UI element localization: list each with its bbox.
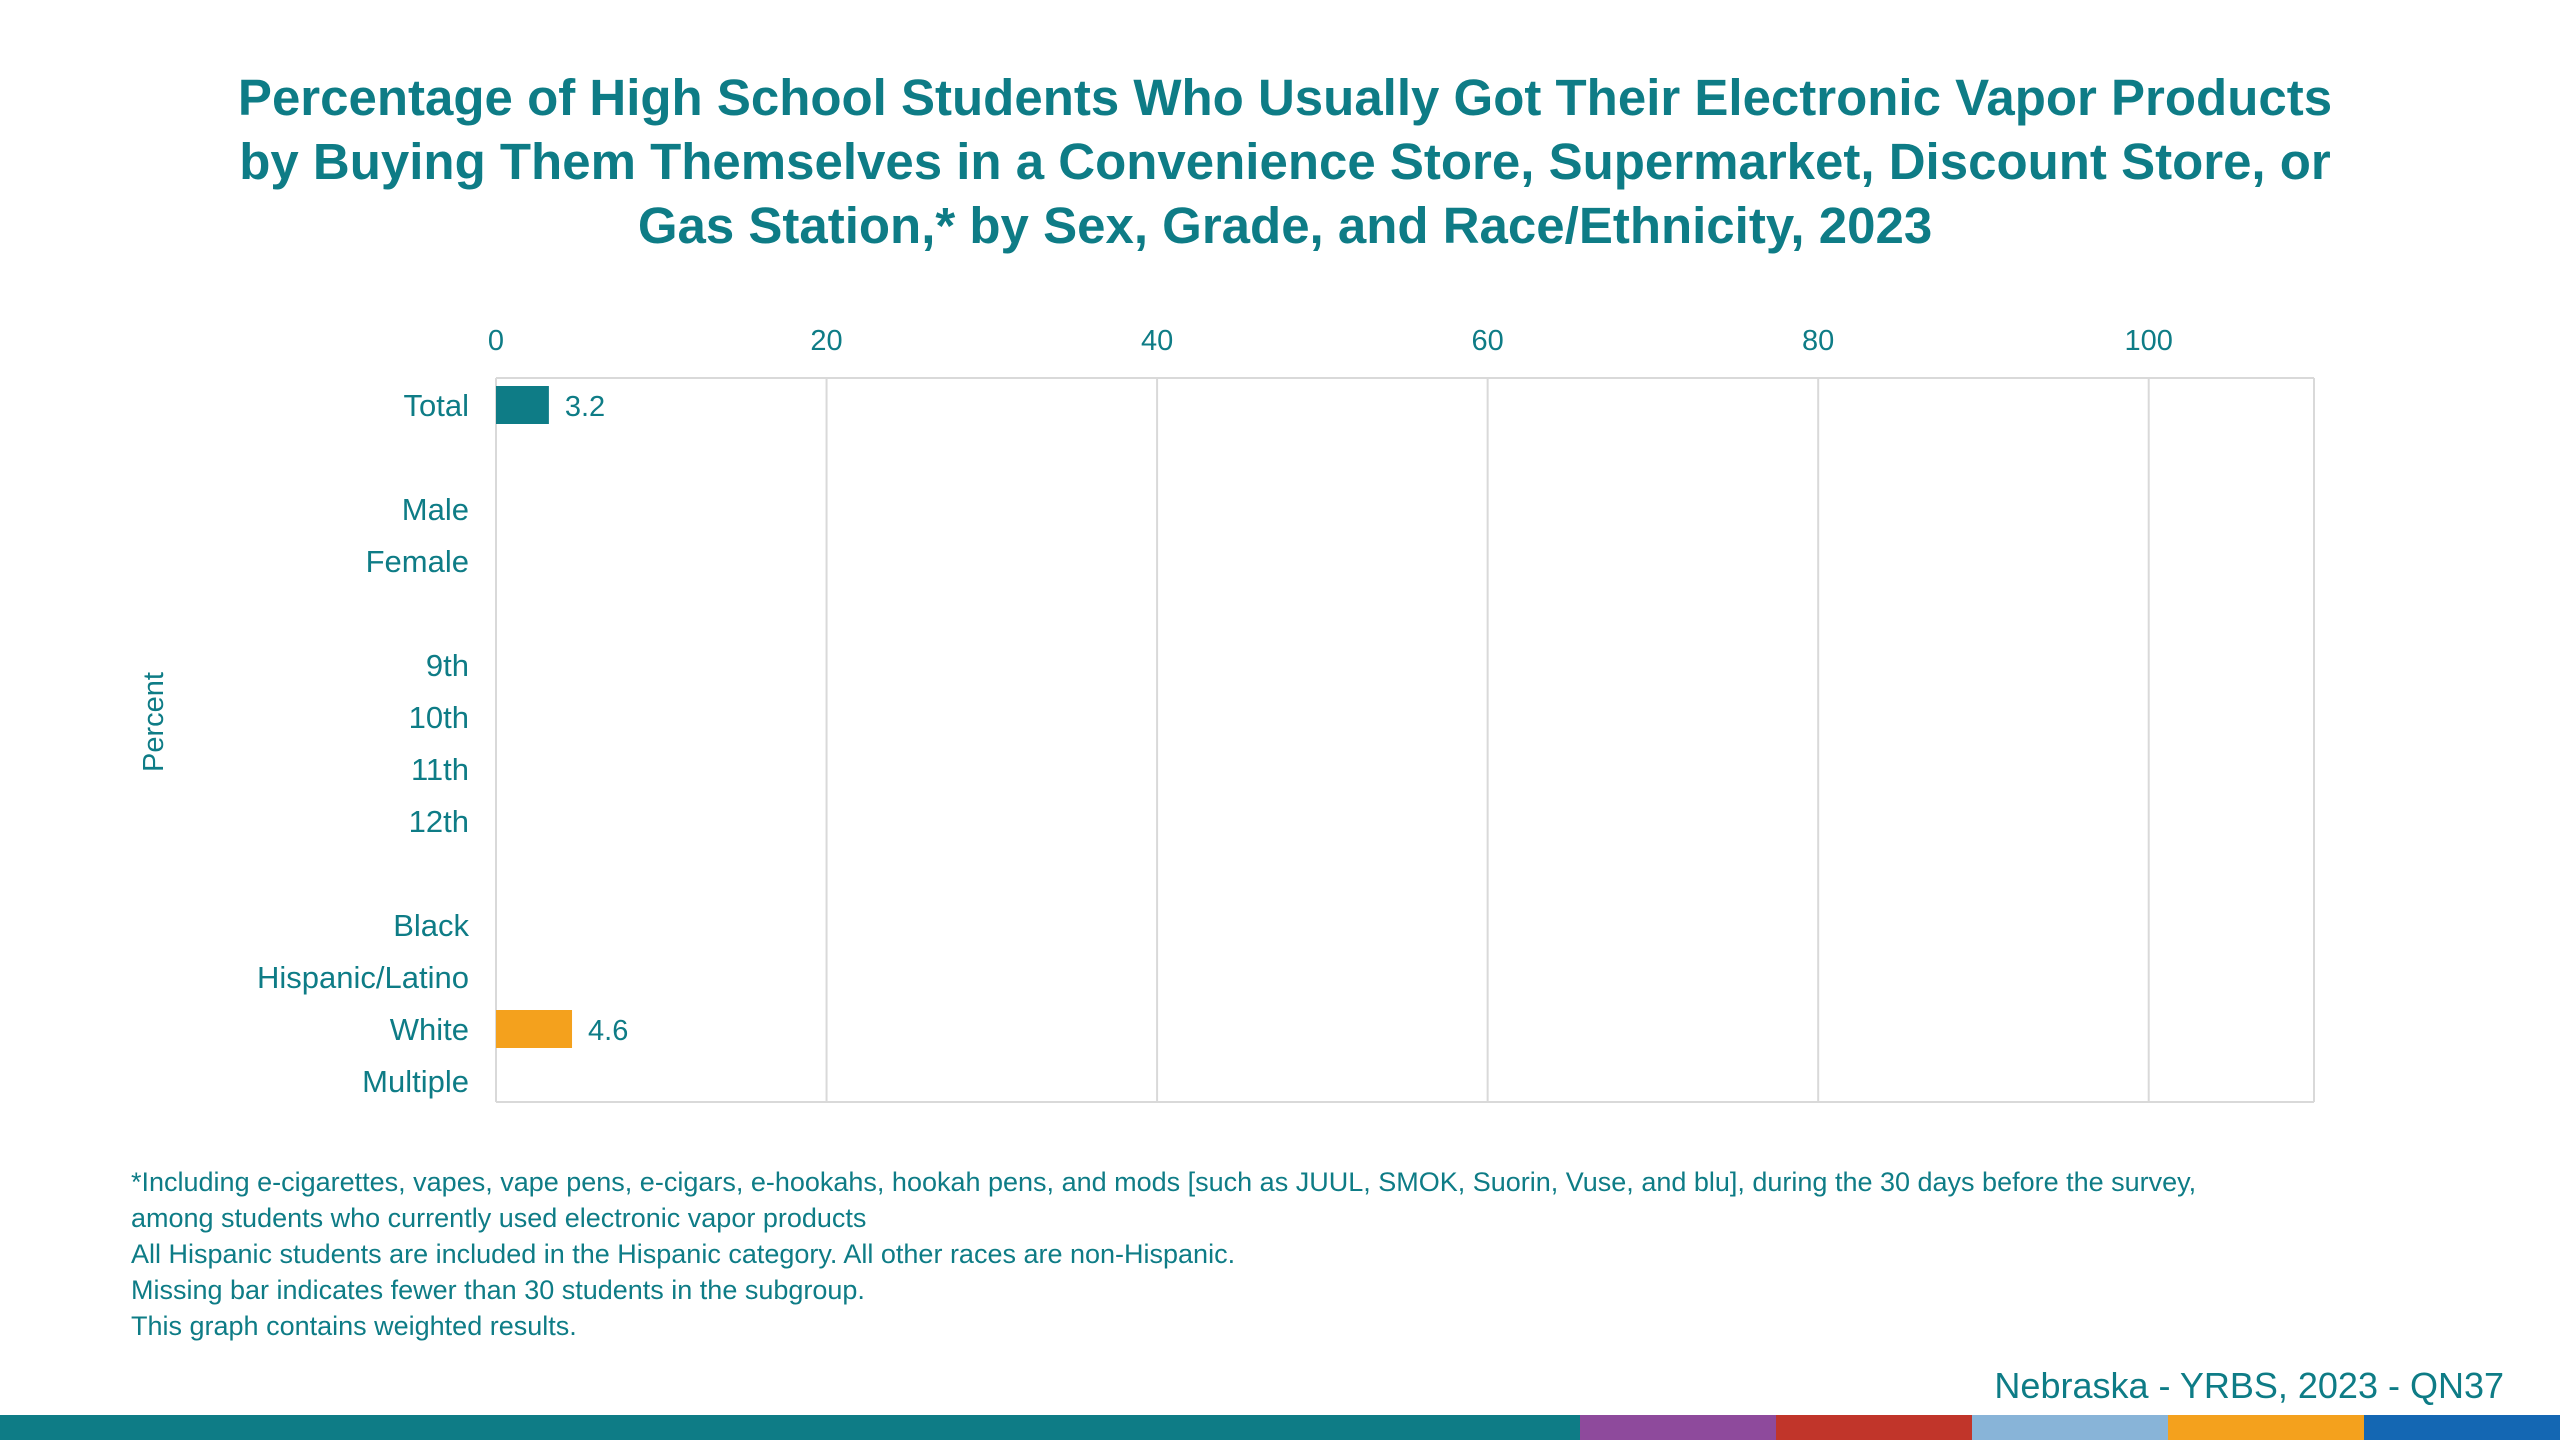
category-label: Hispanic/Latino <box>257 960 469 995</box>
bottom-bar-segment <box>1580 1415 1776 1440</box>
category-label: Multiple <box>362 1064 469 1099</box>
x-tick-label: 60 <box>1472 325 1504 357</box>
category-label: 10th <box>409 700 469 735</box>
chart-title-line-3: Gas Station,* by Sex, Grade, and Race/Et… <box>637 197 1933 254</box>
grid-lines <box>495 377 2315 1103</box>
footnote-line-3: All Hispanic students are included in th… <box>131 1239 1236 1269</box>
footnotes: *Including e-cigarettes, vapes, vape pen… <box>131 1164 2431 1344</box>
source-label: Nebraska - YRBS, 2023 - QN37 <box>1994 1365 2504 1406</box>
x-tick-label: 0 <box>488 325 504 357</box>
bar-value-label: 4.6 <box>588 1015 628 1047</box>
category-label: 12th <box>409 804 469 839</box>
category-label: 9th <box>426 648 469 683</box>
x-tick-label: 100 <box>2125 325 2173 357</box>
footnote-line-1: *Including e-cigarettes, vapes, vape pen… <box>131 1167 2197 1197</box>
category-label: Female <box>366 544 469 579</box>
category-label: Male <box>402 492 469 527</box>
x-axis-ticks: 0 20 40 60 80 100 <box>488 325 2173 357</box>
category-label: White <box>390 1012 469 1047</box>
x-tick-label: 40 <box>1141 325 1173 357</box>
category-label: Total <box>404 388 469 423</box>
bottom-color-bar <box>0 1415 2560 1440</box>
footnote-line-5: This graph contains weighted results. <box>131 1311 577 1341</box>
bar <box>496 386 549 424</box>
y-axis-label: Percent <box>138 672 170 772</box>
bottom-bar-segment <box>1776 1415 1972 1440</box>
bar <box>496 1010 573 1048</box>
footnote-line-4: Missing bar indicates fewer than 30 stud… <box>131 1275 865 1305</box>
bottom-bar-segment <box>1972 1415 2168 1440</box>
bar-chart: 0 20 40 60 80 100 Total Male Female 9th 10th 11th 1… <box>138 325 2315 1103</box>
chart-title-line-2: by Buying Them Themselves in a Convenien… <box>239 133 2331 190</box>
chart-title: Percentage of High School Students Who U… <box>120 66 2450 258</box>
chart-title-line-1: Percentage of High School Students Who U… <box>237 69 2333 126</box>
category-labels: Total Male Female 9th 10th 11th 12th Black Hispa… <box>257 388 469 1099</box>
category-label: 11th <box>411 752 469 787</box>
x-tick-label: 20 <box>810 325 842 357</box>
x-tick-label: 80 <box>1802 325 1834 357</box>
category-label: Black <box>393 908 469 943</box>
footnote-line-2: among students who currently used electr… <box>131 1203 867 1233</box>
bottom-bar-segment <box>0 1415 1580 1440</box>
bar-value-label: 3.2 <box>565 391 605 423</box>
bottom-bar-segment <box>2364 1415 2560 1440</box>
bars: 3.2 4.6 <box>496 386 628 1048</box>
bottom-bar-segment <box>2168 1415 2364 1440</box>
